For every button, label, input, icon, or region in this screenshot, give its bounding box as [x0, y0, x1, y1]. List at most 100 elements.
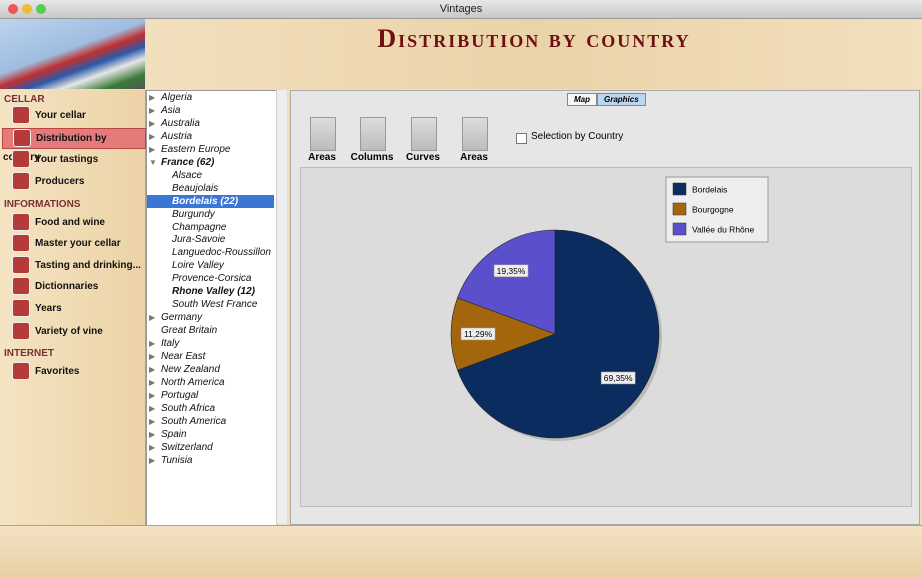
tree-row[interactable]: Champagne [147, 221, 274, 234]
disclosure-arrow[interactable]: ▶ [149, 118, 156, 128]
tree-row[interactable]: Eastern Europe [147, 143, 274, 156]
tree-row[interactable]: Beaujolais [147, 182, 274, 195]
legend-swatch [672, 202, 687, 216]
item-label: Producers [35, 176, 85, 187]
disclosure-arrow[interactable]: ▶ [149, 93, 156, 102]
disclosure-arrow[interactable]: ▶ [149, 403, 156, 413]
tree-row[interactable]: Languedoc-Roussillon [147, 246, 274, 259]
item-icon [12, 106, 30, 125]
disclosure-arrow[interactable]: ▶ [149, 377, 156, 387]
sidebar-item[interactable]: Years [2, 299, 144, 318]
item-label: Variety of vine [35, 326, 103, 337]
tree-row[interactable]: Spain [147, 428, 274, 441]
disclosure-arrow[interactable]: ▶ [149, 364, 156, 374]
scrollbar[interactable] [276, 90, 287, 524]
chart-type-icon[interactable] [360, 117, 386, 151]
tree-row[interactable]: Rhone Valley (12) [147, 285, 274, 298]
chart-type-icon[interactable] [310, 117, 336, 151]
disclosure-arrow[interactable]: ▶ [149, 339, 156, 349]
item-label: Your tastings [35, 154, 99, 165]
chart-type-label[interactable]: Areas [308, 152, 336, 163]
tab[interactable]: Map [567, 93, 597, 106]
tree-label: Asia [161, 104, 181, 116]
disclosure-arrow[interactable]: ▶ [149, 144, 156, 154]
item-label: Food and wine [35, 217, 105, 228]
minimize-button[interactable] [22, 4, 32, 14]
tree-label: Jura-Savoie [172, 234, 226, 246]
tree-row[interactable]: Jura-Savoie [147, 233, 274, 246]
disclosure-arrow[interactable]: ▶ [149, 429, 156, 439]
tree-row[interactable]: North America [147, 376, 274, 389]
tree-row[interactable]: South Africa [147, 402, 274, 415]
item-label: Master your cellar [35, 238, 121, 249]
zoom-button[interactable] [36, 4, 46, 14]
tree-label: Tunisia [161, 454, 193, 466]
tree-label: Alsace [172, 169, 203, 181]
disclosure-arrow[interactable]: ▶ [149, 455, 156, 465]
sidebar-item[interactable]: Dictionnaries [2, 277, 144, 296]
tree-row[interactable]: Portugal [147, 389, 274, 402]
tree-row[interactable]: Tunisia [147, 454, 274, 467]
tree-row[interactable]: Australia [147, 117, 274, 130]
sidebar-item[interactable]: Master your cellar [2, 234, 144, 253]
tree-row[interactable]: Algeria [147, 91, 274, 104]
tree-row[interactable]: Provence-Corsica [147, 272, 274, 285]
disclosure-arrow[interactable]: ▶ [149, 390, 156, 400]
sidebar-item[interactable]: Favorites [2, 362, 144, 381]
value-label-box [460, 327, 496, 341]
footer [0, 525, 922, 577]
sidebar-item[interactable]: Tasting and drinking... [2, 256, 144, 275]
page-title: Distribution by country [377, 24, 691, 53]
sidebar-item[interactable]: Producers [2, 172, 144, 191]
checkbox[interactable] [516, 133, 527, 144]
chart-type-icon[interactable] [462, 117, 488, 151]
sidebar-item[interactable]: Your tastings [2, 150, 144, 169]
close-button[interactable] [8, 4, 18, 14]
disclosure-arrow[interactable]: ▶ [149, 131, 156, 141]
item-icon [12, 362, 30, 381]
disclosure-arrow[interactable]: ▶ [149, 105, 156, 115]
tree-row[interactable]: New Zealand [147, 363, 274, 376]
disclosure-arrow[interactable]: ▶ [149, 352, 156, 361]
section-heading: INFORMATIONS [4, 199, 81, 210]
tree-row[interactable]: Germany [147, 311, 274, 324]
tree-row[interactable]: Austria [147, 130, 274, 143]
disclosure-arrow[interactable]: ▶ [149, 313, 156, 323]
tree-row[interactable]: Loire Valley [147, 259, 274, 272]
tree-row[interactable]: Switzerland [147, 441, 274, 454]
disclosure-arrow[interactable]: ▶ [149, 416, 156, 426]
chart-type-label[interactable]: Curves [406, 152, 440, 163]
tree-row[interactable]: France (62) [147, 156, 274, 169]
chart-type-label[interactable]: Columns [350, 152, 394, 163]
tree-label: South America [161, 415, 227, 427]
tree-row[interactable]: Burgundy [147, 208, 274, 221]
sidebar-item[interactable]: Your cellar [2, 106, 144, 125]
pie-chart: 69,35% 11,29% 19,35% Bordelais Bourgogne Vall… [450, 176, 769, 441]
tree-row[interactable]: Alsace [147, 169, 274, 182]
tree-label: South West France [172, 299, 258, 311]
sidebar-item[interactable]: Variety of vine [2, 322, 144, 341]
tree-label: North America [161, 376, 225, 388]
tab[interactable]: Graphics [597, 93, 646, 106]
tree-row[interactable]: Bordelais (22) [147, 194, 274, 208]
tree-row[interactable]: Asia [147, 104, 274, 117]
pie-slice [450, 297, 556, 371]
chart-area: 69,35% 11,29% 19,35% Bordelais Bourgogne Vall… [300, 167, 912, 507]
tree-row[interactable]: South America [147, 415, 274, 428]
sidebar-item[interactable]: Distribution by country [2, 128, 146, 163]
checkbox-label[interactable]: Selection by Country [531, 131, 624, 142]
tree-row[interactable]: Near East [147, 350, 274, 363]
value-label: 11,29% [464, 329, 493, 339]
tree-label: Eastern Europe [161, 143, 231, 155]
tree-label: Algeria [161, 92, 193, 103]
tree-row[interactable]: South West France [147, 298, 274, 311]
tree-row[interactable]: Italy [147, 337, 274, 350]
disclosure-arrow[interactable]: ▶ [149, 442, 156, 452]
sidebar-item[interactable]: Food and wine [2, 213, 144, 232]
tree-label: Burgundy [172, 208, 215, 220]
disclosure-arrow[interactable]: ▼ [149, 157, 157, 167]
chart-type-label[interactable]: Areas [460, 152, 488, 163]
value-label-box [493, 264, 529, 278]
chart-type-icon[interactable] [411, 117, 437, 151]
tree-row[interactable]: Great Britain [147, 324, 274, 337]
